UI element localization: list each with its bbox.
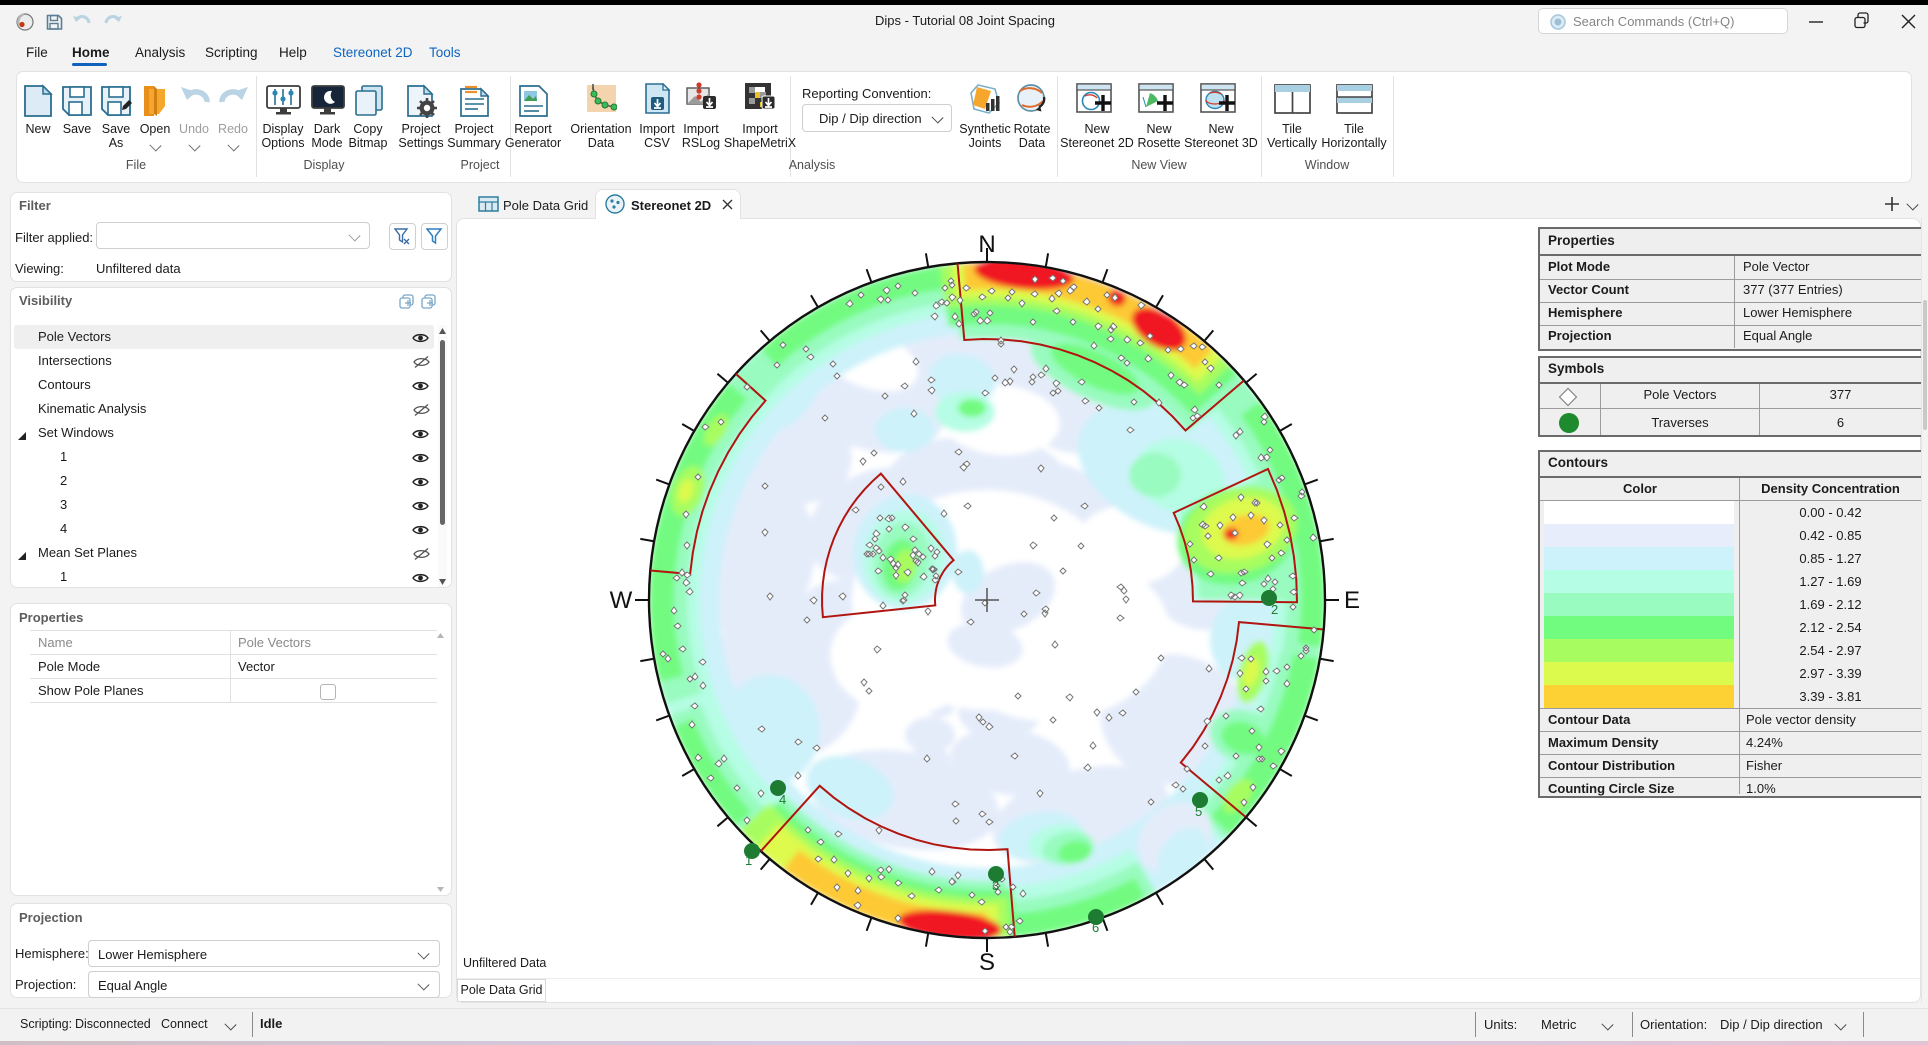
svg-text:3: 3 [992, 878, 999, 893]
svg-text:6: 6 [1092, 920, 1099, 935]
svg-text:4: 4 [779, 792, 786, 807]
svg-text:2: 2 [1271, 602, 1278, 617]
svg-text:E: E [1344, 587, 1360, 614]
svg-text:1: 1 [745, 853, 752, 868]
svg-text:W: W [610, 587, 633, 614]
svg-text:S: S [979, 949, 995, 976]
svg-text:N: N [978, 231, 995, 258]
svg-text:5: 5 [1195, 804, 1202, 819]
